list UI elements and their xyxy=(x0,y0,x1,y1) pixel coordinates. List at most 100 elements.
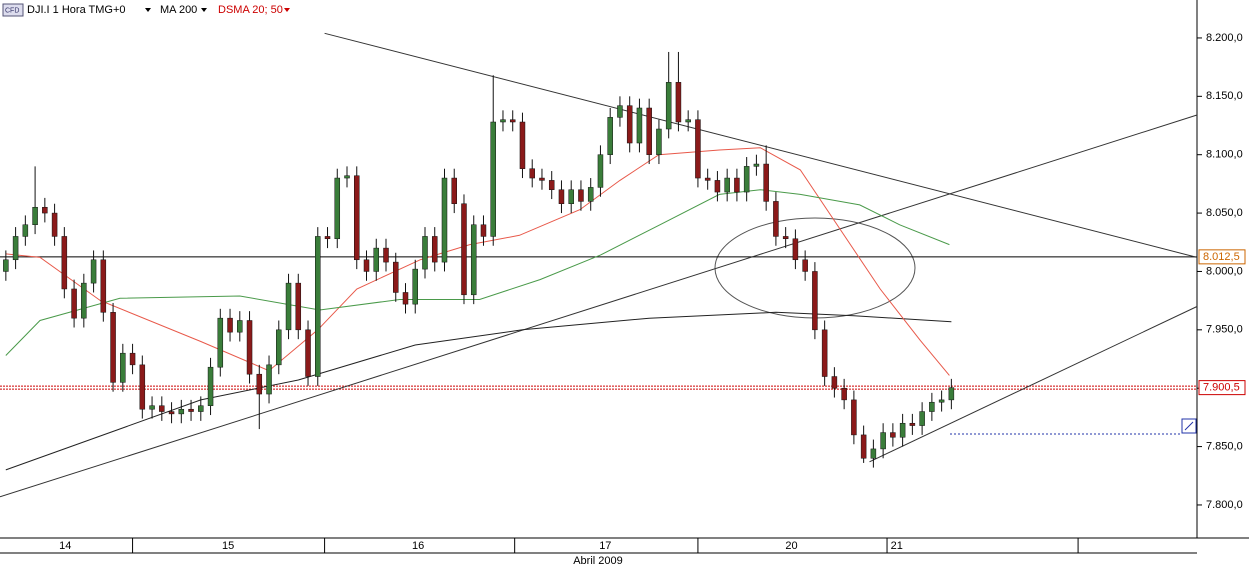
candle-body xyxy=(402,292,409,305)
candle-body xyxy=(22,224,29,237)
candle-body xyxy=(675,82,682,123)
candle-body xyxy=(529,168,535,179)
candle-body xyxy=(207,366,214,406)
candle-body xyxy=(899,422,906,438)
candle-body xyxy=(451,177,457,204)
y-tick-label: 8.050,0 xyxy=(1206,207,1243,219)
y-tick-label: 7.850,0 xyxy=(1206,440,1243,452)
candle-body xyxy=(188,408,194,412)
candle-body xyxy=(344,175,350,179)
x-tick-label: 16 xyxy=(412,540,424,552)
candle-body xyxy=(159,405,165,412)
candle-body xyxy=(519,121,526,169)
order-icon-stroke xyxy=(1184,421,1194,431)
candle-body xyxy=(149,405,155,410)
level-box xyxy=(1198,249,1246,265)
candle-body xyxy=(3,259,9,272)
candle-body xyxy=(763,163,769,202)
candle-body xyxy=(393,261,399,293)
candle-body xyxy=(890,432,896,438)
candle-body xyxy=(938,399,945,403)
x-tick-label: 17 xyxy=(599,540,611,552)
candle-body xyxy=(646,107,652,155)
candle-body xyxy=(373,247,380,272)
candle-body xyxy=(110,312,116,383)
candle-body xyxy=(266,364,272,395)
candle-body xyxy=(578,189,584,202)
candle-body xyxy=(743,166,750,193)
candle-body xyxy=(12,236,19,261)
cfd-icon xyxy=(2,3,24,17)
x-tick-label: 21 xyxy=(891,540,903,552)
last-price-label: 7.900,5 xyxy=(1203,382,1240,394)
trend-line xyxy=(869,306,1198,463)
candle-body xyxy=(363,259,370,272)
candle-body xyxy=(285,282,292,331)
candle-body xyxy=(198,405,204,412)
candle-body xyxy=(509,119,516,123)
candle-body xyxy=(315,236,321,377)
indicator-label[interactable]: MA 200 xyxy=(160,4,197,16)
candle-body xyxy=(129,352,136,366)
y-tick-label: 8.100,0 xyxy=(1206,149,1243,161)
candle-body xyxy=(753,163,760,167)
candle-body xyxy=(880,432,886,450)
candle-body xyxy=(139,364,146,410)
y-tick-label: 8.000,0 xyxy=(1206,265,1243,277)
y-tick-label: 8.150,0 xyxy=(1206,90,1243,102)
candle-body xyxy=(558,189,565,204)
candle-body xyxy=(870,448,877,459)
candle-body xyxy=(237,320,243,333)
candle-body xyxy=(656,128,662,155)
dropdown-arrow[interactable] xyxy=(145,8,151,12)
candle-body xyxy=(100,259,107,313)
candle-body xyxy=(490,121,496,237)
candle-body xyxy=(851,399,857,436)
candle-body xyxy=(276,329,282,366)
candle-body xyxy=(665,82,672,130)
candle-body xyxy=(636,107,643,144)
candle-body xyxy=(461,203,467,296)
candle-body xyxy=(295,282,302,331)
x-tick-label: 15 xyxy=(222,540,234,552)
candle-body xyxy=(860,434,867,459)
candle-body xyxy=(929,401,935,412)
candle-body xyxy=(724,177,730,193)
cfd-icon-text: CFD xyxy=(5,7,19,14)
candle-body xyxy=(32,206,38,226)
candle-body xyxy=(305,329,311,377)
study-label[interactable]: DSMA 20; 50 xyxy=(218,4,283,16)
x-tick-label: 20 xyxy=(785,540,797,552)
candle-body xyxy=(802,259,808,272)
candle-body xyxy=(948,387,955,401)
candle-body xyxy=(246,320,253,375)
candle-body xyxy=(227,317,233,333)
dropdown-arrow[interactable] xyxy=(284,8,290,12)
dropdown-arrow[interactable] xyxy=(201,8,207,12)
candle-body xyxy=(782,236,789,240)
candle-body xyxy=(470,224,477,296)
level-label: 8.012,5 xyxy=(1203,251,1240,263)
indicator-line xyxy=(5,189,950,356)
candle-body xyxy=(821,329,828,377)
candle-body xyxy=(500,119,506,123)
candle-body xyxy=(539,177,545,181)
candle-body xyxy=(695,119,701,179)
candle-body xyxy=(734,177,740,193)
candle-body xyxy=(71,288,77,319)
candle-body xyxy=(685,119,691,123)
candle-body xyxy=(919,411,925,426)
chart-title[interactable]: DJI.I 1 Hora TMG+0 xyxy=(27,4,126,16)
candle-body xyxy=(120,352,126,383)
candle-body xyxy=(773,201,779,237)
indicator-line xyxy=(5,147,950,376)
candle-body xyxy=(441,177,448,263)
candle-body xyxy=(324,236,331,240)
candle-body xyxy=(841,387,847,401)
candle-body xyxy=(831,376,838,389)
candle-body xyxy=(480,224,487,237)
trend-line xyxy=(0,114,1198,498)
candle-body xyxy=(168,411,175,415)
candle-body xyxy=(714,180,721,193)
